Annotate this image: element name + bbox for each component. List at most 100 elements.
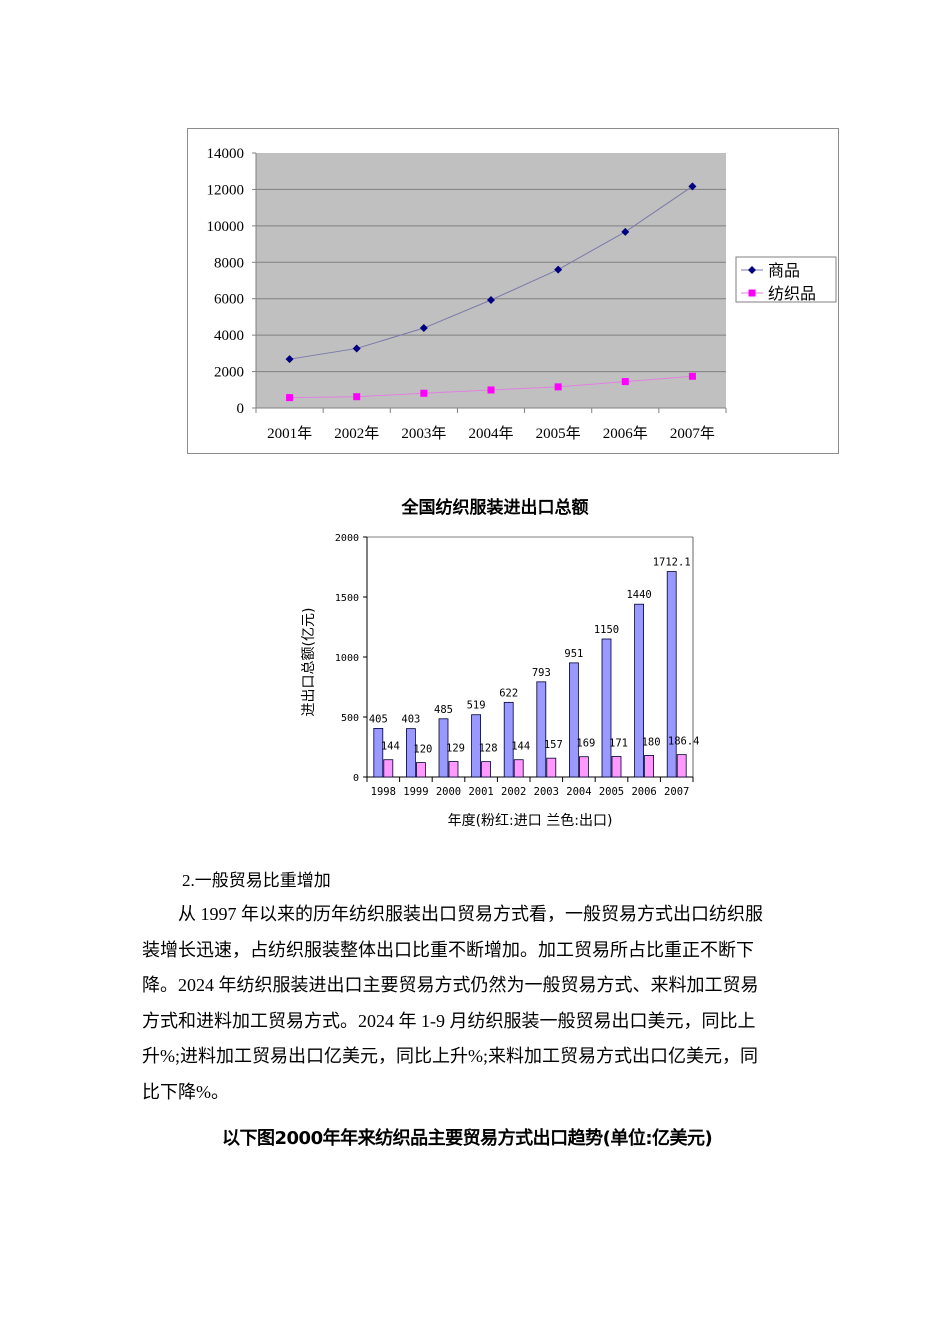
diamond-marker-icon: [621, 227, 630, 236]
x-tick-label: 1998: [371, 786, 396, 798]
import-bar: [383, 759, 394, 778]
bar-chart-svg: 全国纺织服装进出口总额 0 500 1000 1500 2000 1998 405 144 199…: [301, 497, 700, 829]
plot-area: [256, 153, 726, 408]
import-bar: [546, 757, 557, 778]
y-tick-label: 1500: [335, 593, 359, 604]
x-tick-label: 2001: [468, 786, 493, 798]
data-label: 1150: [594, 624, 619, 636]
data-label: 144: [381, 741, 400, 753]
diamond-marker-icon: [285, 355, 294, 364]
data-label: 1712.1: [653, 557, 691, 569]
y-tick-label: 8000: [214, 255, 244, 271]
y-tick-label: 0: [237, 401, 245, 417]
x-tick-label: 2001年: [267, 425, 312, 442]
import-bar: [676, 754, 687, 778]
import-bar: [611, 756, 622, 778]
x-tick-label: 2005年: [536, 425, 581, 442]
y-tick-label: 500: [341, 713, 359, 724]
figure-caption: 以下图2000年年来纺织品主要贸易方式出口趋势(单位:亿美元): [222, 1128, 713, 1149]
square-marker-icon: [748, 289, 756, 297]
data-label: 157: [544, 739, 563, 751]
y-axis-label: 进出口总额(亿元): [301, 608, 317, 717]
export-bar: [568, 662, 579, 778]
data-label: 186.4: [668, 736, 700, 748]
legend-label: 纺织品: [768, 284, 816, 303]
data-label: 622: [499, 687, 518, 699]
x-tick-label: 2005: [599, 786, 624, 798]
data-label: 171: [609, 737, 628, 749]
x-tick-label: 2003: [534, 786, 559, 798]
y-tick-label: 10000: [207, 219, 245, 235]
data-label: 169: [576, 738, 595, 750]
paragraph-line: 从 1997 年以来的历年纺织服装出口贸易方式看，一般贸易方式出口纺织服: [178, 904, 763, 924]
paragraph-line: 比下降%。: [142, 1081, 229, 1102]
diamond-marker-icon: [748, 266, 756, 274]
diamond-marker-icon: [554, 265, 563, 274]
square-marker-icon: [621, 378, 629, 386]
x-axis-label: 年度(粉红:进口 兰色:出口): [448, 812, 613, 829]
export-bar: [666, 571, 677, 778]
data-label: 128: [479, 743, 498, 755]
body-paragraph: 从 1997 年以来的历年纺织服装出口贸易方式看，一般贸易方式出口纺织服 装增长…: [142, 897, 808, 1110]
square-marker-icon: [353, 393, 361, 401]
paragraph-line: 方式和进料加工贸易方式。2024 年 1-9 月纺织服装一般贸易出口美元，同比上: [142, 1010, 756, 1031]
x-tick-label: 2004: [566, 786, 591, 798]
data-label: 1440: [626, 589, 651, 601]
square-marker-icon: [420, 389, 428, 397]
x-tick-label: 1999: [403, 786, 428, 798]
diamond-marker-icon: [487, 295, 495, 304]
paragraph-line: 装增长迅速，占纺织服装整体出口比重不断增加。加工贸易所占比重正不断下: [142, 939, 754, 960]
legend-label: 商品: [768, 261, 800, 280]
data-label: 519: [467, 700, 486, 712]
x-tick-label: 2007年: [670, 425, 715, 442]
x-tick-label: 2006: [631, 786, 656, 798]
diamond-marker-icon: [352, 344, 361, 353]
x-tick-label: 2000: [436, 786, 461, 798]
diamond-marker-icon: [419, 324, 428, 333]
data-label: 485: [434, 704, 453, 716]
x-tick-label: 2007: [664, 786, 689, 798]
square-marker-icon: [487, 386, 495, 394]
paragraph-line: 降。2024 年纺织服装进出口主要贸易方式仍然为一般贸易方式、来料加工贸易: [142, 975, 759, 995]
y-tick-label: 2000: [214, 365, 244, 381]
square-marker-icon: [286, 394, 294, 402]
y-tick-label: 4000: [214, 328, 244, 344]
line-chart-svg: 0 2000 4000 6000 8000 10000 12000 14000 2001年 200…: [207, 146, 837, 442]
import-bar: [513, 759, 524, 778]
data-label: 403: [401, 714, 420, 726]
import-bar: [481, 761, 492, 778]
y-tick-label: 1000: [335, 653, 359, 664]
bar-chart-textile-import-export: 全国纺织服装进出口总额 0 500 1000 1500 2000 1998 405 144 199…: [290, 490, 710, 840]
export-bar: [503, 701, 514, 778]
y-tick-label: 6000: [214, 292, 244, 308]
diamond-marker-icon: [688, 182, 697, 191]
import-bar: [416, 762, 426, 778]
y-tick-label: 12000: [207, 182, 245, 198]
y-tick-label: 2000: [335, 533, 359, 544]
data-label: 405: [369, 713, 388, 725]
line-chart-goods-vs-textiles: 0 2000 4000 6000 8000 10000 12000 14000 2001年 200…: [187, 128, 839, 454]
import-bar: [578, 756, 589, 778]
export-bar: [373, 727, 384, 778]
data-label: 144: [511, 741, 530, 753]
export-bar: [601, 638, 612, 778]
square-marker-icon: [554, 383, 562, 391]
x-tick-label: 2002年: [334, 425, 379, 442]
export-bar: [536, 681, 547, 778]
x-tick-label: 2006年: [603, 425, 648, 442]
import-bar: [644, 754, 655, 778]
y-tick-label: 0: [353, 773, 359, 784]
x-tick-label: 2002: [501, 786, 526, 798]
import-bar: [448, 761, 459, 778]
x-tick-label: 2003年: [401, 425, 446, 442]
section-heading: 2.一般贸易比重增加: [182, 871, 331, 890]
export-bar: [471, 714, 482, 778]
chart-title: 全国纺织服装进出口总额: [401, 497, 589, 518]
export-bar: [438, 718, 449, 778]
square-marker-icon: [688, 372, 696, 380]
data-label: 120: [413, 744, 432, 756]
data-label: 129: [446, 743, 465, 755]
data-label: 180: [642, 736, 661, 748]
y-tick-label: 14000: [207, 146, 245, 162]
